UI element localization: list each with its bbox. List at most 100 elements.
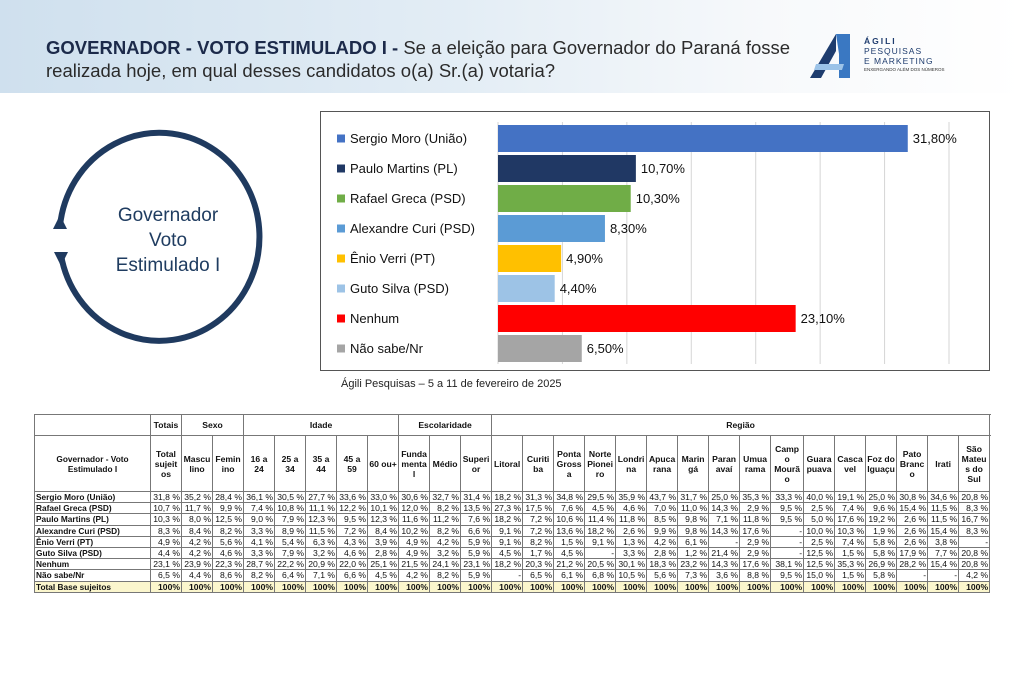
table-cell: 33,6 % (336, 490, 369, 504)
table-cell: 6,1 % (677, 535, 710, 548)
row-header: Governador - Voto Estimulado I (34, 435, 151, 492)
badge-label: Governador Voto Estimulado I (60, 203, 276, 278)
table-cell: 8,2 % (429, 502, 462, 515)
table-cell: 9,9 % (211, 502, 245, 515)
table-cell: 2,6 % (896, 524, 929, 537)
table-cell: 100% (865, 580, 898, 593)
table-cell: 4,2 % (181, 546, 213, 560)
table-cell: 11,5 % (927, 502, 960, 515)
bar (498, 155, 636, 182)
table-cell: 7,9 % (274, 546, 307, 560)
bar (498, 215, 605, 242)
bar-value-label: 31,80% (913, 131, 958, 146)
table-cell: 100% (770, 580, 805, 593)
row-label: Ênio Verri (PT) (34, 535, 151, 548)
category-label: Rafael Greca (PSD) (350, 191, 466, 206)
table-cell: 12,3 % (367, 513, 400, 526)
logo-brand: ÁGILI (864, 36, 897, 46)
table-cell: 11,1 % (305, 502, 338, 515)
table-cell: 3,2 % (305, 546, 338, 560)
table-cell: 100% (522, 580, 555, 593)
table-cell: 100% (336, 580, 369, 593)
table-cell: - (584, 546, 617, 560)
table-cell: 10,1 % (367, 502, 400, 515)
table-cell: 100% (958, 580, 991, 593)
table-row: Sergio Moro (União) 31,8 % 35,2 % 28,4 % 36,… (34, 490, 991, 504)
table-cell: 35,3 % (834, 558, 867, 571)
table-cell: 100% (553, 580, 586, 593)
table-row: Rafael Greca (PSD) 10,7 % 11,7 % 9,9 % 7,4 %… (34, 502, 991, 515)
table-cell: 11,8 % (615, 513, 648, 526)
table-cell: 6,1 % (553, 569, 586, 582)
column-header: Mascu lino (181, 435, 213, 492)
table-cell: 35,3 % (739, 490, 772, 504)
table-cell: 100% (677, 580, 710, 593)
table-cell: 35,2 % (181, 490, 213, 504)
table-cell: 2,8 % (367, 546, 400, 560)
category-label: Alexandre Curi (PSD) (350, 221, 475, 236)
table-cell: 23,1 % (460, 558, 493, 571)
table-cell: 4,3 % (336, 535, 369, 548)
table-cell: 9,0 % (243, 513, 276, 526)
bar (498, 305, 796, 332)
bar (498, 185, 631, 212)
table-cell: 5,8 % (865, 535, 898, 548)
table-cell: 20,8 % (958, 490, 991, 504)
table-row: Paulo Martins (PL) 10,3 % 8,0 % 12,5 % 9,0 %… (34, 513, 991, 526)
category-label: Não sabe/Nr (350, 341, 424, 356)
table-cell: 27,7 % (305, 490, 338, 504)
legend-swatch (337, 344, 345, 353)
table-cell: 14,3 % (708, 524, 741, 537)
column-header: Pato Branc o (896, 435, 929, 492)
table-cell: 100% (646, 580, 679, 593)
table-cell: 1,5 % (834, 569, 867, 582)
table-cell: 10,6 % (553, 513, 586, 526)
column-header: Ponta Gross a (553, 435, 586, 492)
row-label: Alexandre Curi (PSD) (34, 524, 151, 537)
table-cell: 2,9 % (739, 502, 772, 515)
legend-swatch (337, 314, 345, 323)
table-cell: 4,2 % (181, 535, 213, 548)
column-header: Casca vel (834, 435, 867, 492)
badge-line-2: Voto (148, 230, 188, 251)
table-cell: 20,8 % (958, 546, 991, 560)
bar-value-label: 10,70% (641, 161, 686, 176)
table-cell: 11,5 % (927, 513, 960, 526)
row-label: Total Base sujeitos (34, 580, 151, 593)
table-cell: 38,1 % (770, 558, 805, 571)
table-cell: 30,6 % (398, 490, 431, 504)
table-cell: 100% (896, 580, 929, 593)
table-cell: 7,2 % (336, 524, 369, 537)
category-label: Sergio Moro (União) (350, 131, 467, 146)
table-cell: 4,1 % (243, 535, 276, 548)
table-cell: 4,6 % (336, 546, 369, 560)
table-cell: 9,5 % (770, 502, 805, 515)
category-label: Guto Silva (PSD) (350, 281, 449, 296)
column-header: Umua rama (739, 435, 772, 492)
table-cell: 100% (460, 580, 493, 593)
table-cell: 12,5 % (211, 513, 245, 526)
table-cell: 3,3 % (615, 546, 648, 560)
table-cell: 16,7 % (958, 513, 991, 526)
table-cell: 2,6 % (896, 535, 929, 548)
legend-swatch (337, 134, 345, 143)
table-cell: 15,4 % (927, 558, 960, 571)
table-cell: 23,1 % (150, 558, 182, 571)
legend-swatch (337, 224, 345, 233)
table-cell: 4,9 % (398, 546, 431, 560)
badge-line-1: Governador (117, 205, 219, 226)
table-cell: 12,5 % (803, 558, 836, 571)
table-cell: 1,5 % (553, 535, 586, 548)
group-header: Sexo (180, 414, 245, 436)
table-cell: 8,2 % (243, 569, 276, 582)
table-cell: 9,1 % (584, 535, 617, 548)
table-cell: 13,5 % (460, 502, 493, 515)
table-cell: 8,6 % (211, 569, 245, 582)
table-cell: 25,0 % (865, 490, 898, 504)
table-cell: 2,8 % (646, 546, 679, 560)
bar-value-label: 23,10% (801, 311, 846, 326)
table-cell: 33,3 % (770, 490, 805, 504)
column-header: 45 a 59 (336, 435, 369, 492)
table-cell: 6,6 % (336, 569, 369, 582)
table-cell: 33,0 % (367, 490, 400, 504)
